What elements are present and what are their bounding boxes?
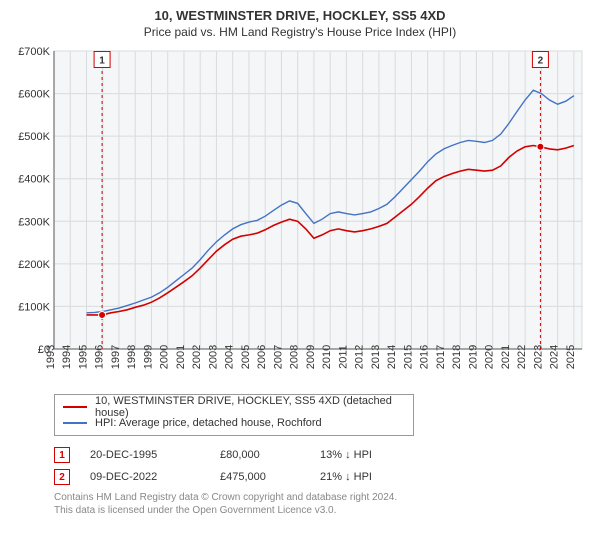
svg-text:1994: 1994 bbox=[61, 345, 73, 369]
footer-line: This data is licensed under the Open Gov… bbox=[54, 505, 586, 518]
svg-text:1999: 1999 bbox=[142, 345, 154, 369]
chart-container: 10, WESTMINSTER DRIVE, HOCKLEY, SS5 4XD … bbox=[0, 0, 600, 560]
legend-label-property: 10, WESTMINSTER DRIVE, HOCKLEY, SS5 4XD … bbox=[95, 395, 405, 419]
transaction-price: £80,000 bbox=[220, 449, 300, 461]
svg-text:£300K: £300K bbox=[18, 216, 50, 228]
transaction-delta: 13% ↓ HPI bbox=[320, 449, 420, 461]
svg-text:1996: 1996 bbox=[94, 345, 106, 369]
legend-label-hpi: HPI: Average price, detached house, Roch… bbox=[95, 417, 322, 429]
svg-text:2000: 2000 bbox=[159, 345, 171, 369]
transactions-table: 1 20-DEC-1995 £80,000 13% ↓ HPI 2 09-DEC… bbox=[54, 444, 586, 488]
svg-text:2010: 2010 bbox=[321, 345, 333, 369]
transaction-row: 1 20-DEC-1995 £80,000 13% ↓ HPI bbox=[54, 444, 586, 466]
svg-text:1993: 1993 bbox=[45, 345, 57, 369]
svg-text:2018: 2018 bbox=[451, 345, 463, 369]
transaction-marker-icon: 1 bbox=[54, 447, 70, 463]
chart-title: 10, WESTMINSTER DRIVE, HOCKLEY, SS5 4XD bbox=[10, 8, 590, 23]
svg-text:1998: 1998 bbox=[126, 345, 138, 369]
svg-text:2015: 2015 bbox=[402, 345, 414, 369]
transaction-marker-icon: 2 bbox=[54, 469, 70, 485]
svg-text:2016: 2016 bbox=[419, 345, 431, 369]
svg-text:2024: 2024 bbox=[549, 345, 561, 369]
chart-subtitle: Price paid vs. HM Land Registry's House … bbox=[10, 25, 590, 39]
svg-text:2005: 2005 bbox=[240, 345, 252, 369]
transaction-price: £475,000 bbox=[220, 471, 300, 483]
svg-text:2001: 2001 bbox=[175, 345, 187, 369]
svg-text:2022: 2022 bbox=[516, 345, 528, 369]
svg-text:£500K: £500K bbox=[18, 131, 50, 143]
svg-text:2017: 2017 bbox=[435, 345, 447, 369]
legend: 10, WESTMINSTER DRIVE, HOCKLEY, SS5 4XD … bbox=[54, 394, 414, 436]
svg-text:2013: 2013 bbox=[370, 345, 382, 369]
line-chart-svg: £0£100K£200K£300K£400K£500K£600K£700K199… bbox=[10, 45, 590, 385]
svg-text:2004: 2004 bbox=[224, 345, 236, 369]
svg-text:2021: 2021 bbox=[500, 345, 512, 369]
svg-text:2023: 2023 bbox=[532, 345, 544, 369]
svg-text:2008: 2008 bbox=[289, 345, 301, 369]
legend-swatch-property bbox=[63, 406, 87, 408]
svg-text:2: 2 bbox=[538, 56, 544, 67]
attribution-footer: Contains HM Land Registry data © Crown c… bbox=[54, 492, 586, 517]
footer-line: Contains HM Land Registry data © Crown c… bbox=[54, 492, 586, 505]
svg-text:£100K: £100K bbox=[18, 301, 50, 313]
transaction-delta: 21% ↓ HPI bbox=[320, 471, 420, 483]
svg-text:1997: 1997 bbox=[110, 345, 122, 369]
svg-text:£200K: £200K bbox=[18, 259, 50, 271]
legend-swatch-hpi bbox=[63, 422, 87, 424]
svg-text:2025: 2025 bbox=[565, 345, 577, 369]
transaction-date: 20-DEC-1995 bbox=[90, 449, 200, 461]
legend-item-property: 10, WESTMINSTER DRIVE, HOCKLEY, SS5 4XD … bbox=[63, 399, 405, 415]
svg-text:2007: 2007 bbox=[272, 345, 284, 369]
svg-text:2003: 2003 bbox=[207, 345, 219, 369]
svg-text:£700K: £700K bbox=[18, 46, 50, 58]
svg-text:£600K: £600K bbox=[18, 89, 50, 101]
transaction-row: 2 09-DEC-2022 £475,000 21% ↓ HPI bbox=[54, 466, 586, 488]
transaction-date: 09-DEC-2022 bbox=[90, 471, 200, 483]
svg-text:2002: 2002 bbox=[191, 345, 203, 369]
svg-text:2006: 2006 bbox=[256, 345, 268, 369]
svg-text:2019: 2019 bbox=[467, 345, 479, 369]
svg-text:2020: 2020 bbox=[484, 345, 496, 369]
svg-text:2014: 2014 bbox=[386, 345, 398, 369]
svg-text:1995: 1995 bbox=[77, 345, 89, 369]
svg-text:1: 1 bbox=[99, 56, 105, 67]
svg-text:2009: 2009 bbox=[305, 345, 317, 369]
svg-text:£400K: £400K bbox=[18, 174, 50, 186]
chart-area: £0£100K£200K£300K£400K£500K£600K£700K199… bbox=[10, 45, 590, 388]
svg-text:2012: 2012 bbox=[354, 345, 366, 369]
